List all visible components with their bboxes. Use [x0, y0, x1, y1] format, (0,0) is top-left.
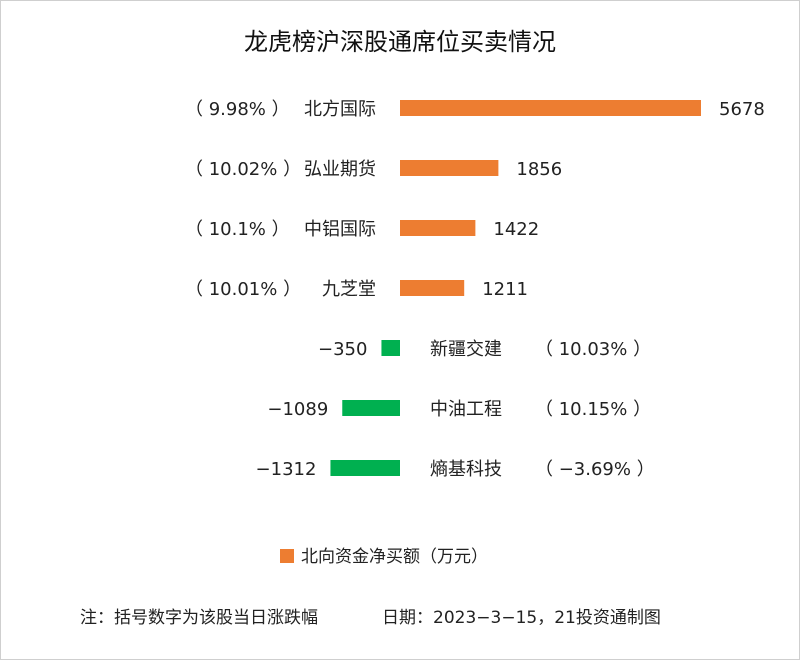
- category-label: 九芝堂: [322, 279, 376, 300]
- category-label: 熵基科技: [430, 459, 502, 480]
- category-label: 中铝国际: [304, 219, 376, 240]
- change-label: （ 10.01% ）: [185, 279, 301, 300]
- change-label: （ 10.02% ）: [185, 159, 301, 180]
- change-label: （ 10.03% ）: [535, 339, 651, 360]
- source-date: 日期：2023−3−15，21投资通制图: [382, 608, 661, 628]
- change-label: （ 9.98% ）: [185, 99, 290, 120]
- value-label: −1312: [256, 459, 317, 480]
- category-label: 北方国际: [304, 99, 376, 120]
- value-label: 1211: [482, 279, 528, 300]
- category-label: 弘业期货: [304, 159, 376, 180]
- bar-2: [400, 160, 499, 176]
- legend-label: 北向资金净买额（万元）: [301, 547, 488, 567]
- chart-rows: 北方国际 （ 9.98% ） 5678 弘业期货（ 10.02% ） 1856 中铝国际 （…: [185, 99, 765, 480]
- bar-3: [400, 220, 476, 236]
- category-label: 中油工程: [430, 399, 502, 420]
- bar-4: [400, 280, 465, 296]
- value-label: 5678: [719, 99, 765, 120]
- bar-5: [381, 340, 400, 356]
- change-label: （ 10.1% ）: [185, 219, 290, 240]
- legend-swatch: [280, 549, 294, 563]
- change-label: （ −3.69% ）: [535, 459, 655, 480]
- value-label: −350: [318, 339, 367, 360]
- bar-7: [330, 460, 400, 476]
- value-label: 1856: [516, 159, 562, 180]
- legend: 北向资金净买额（万元）: [280, 547, 488, 567]
- bar-1: [400, 100, 701, 116]
- footnote: 注：括号数字为该股当日涨跌幅: [80, 608, 318, 628]
- change-label: （ 10.15% ）: [535, 399, 651, 420]
- bar-6: [342, 400, 400, 416]
- value-label: −1089: [267, 399, 328, 420]
- value-label: 1422: [493, 219, 539, 240]
- category-label: 新疆交建: [430, 339, 502, 360]
- chart-title: 龙虎榜沪深股通席位买卖情况: [244, 28, 556, 56]
